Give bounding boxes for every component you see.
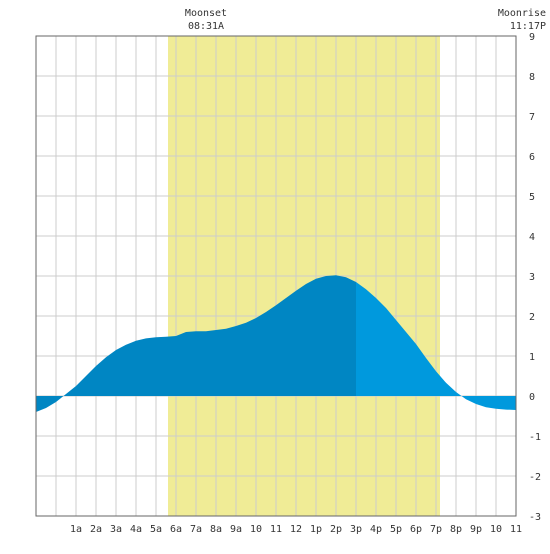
- x-tick-label: 8p: [450, 524, 462, 535]
- tide-area-rising: [36, 275, 356, 412]
- x-tick-label: 6a: [170, 524, 182, 535]
- x-tick-label: 2p: [330, 524, 342, 535]
- x-tick-label: 4a: [130, 524, 142, 535]
- plot-border: [35, 35, 517, 517]
- moon-annotations: Moonset 08:31A Moonrise 11:17P: [185, 8, 546, 32]
- x-tick-label: 9a: [230, 524, 242, 535]
- x-tick-label: 5p: [390, 524, 402, 535]
- moonrise-time: 11:17P: [510, 21, 546, 32]
- y-tick-label: 1: [529, 352, 535, 363]
- y-tick-label: 3: [529, 272, 535, 283]
- y-tick-label: -3: [529, 512, 541, 523]
- x-tick-label: 9p: [470, 524, 482, 535]
- x-tick-label: 11: [510, 524, 522, 535]
- moonrise-label: Moonrise: [498, 8, 546, 19]
- x-tick-label: 10: [250, 524, 262, 535]
- x-tick-label: 7a: [190, 524, 202, 535]
- x-tick-label: 5a: [150, 524, 162, 535]
- x-tick-label: 2a: [90, 524, 102, 535]
- x-tick-label: 11: [270, 524, 282, 535]
- x-tick-labels: 1a 2a 3a 4a 5a 6a 7a 8a 9a 10 11 12 1p 2p 3p 4p 5p 6p 7p 8p…: [70, 524, 522, 535]
- x-tick-label: 7p: [430, 524, 442, 535]
- x-tick-label: 4p: [370, 524, 382, 535]
- y-tick-label: 5: [529, 192, 535, 203]
- y-tick-label: 2: [529, 312, 535, 323]
- x-tick-label: 10: [490, 524, 502, 535]
- grid-lines: [35, 35, 517, 517]
- y-tick-label: 8: [529, 72, 535, 83]
- moonset-label: Moonset: [185, 8, 227, 19]
- y-tick-label: -2: [529, 472, 541, 483]
- x-tick-label: 12: [290, 524, 302, 535]
- y-tick-label: 9: [529, 32, 535, 43]
- tide-area-falling: [356, 282, 516, 410]
- x-tick-label: 3p: [350, 524, 362, 535]
- x-tick-label: 3a: [110, 524, 122, 535]
- x-tick-label: 1p: [310, 524, 322, 535]
- moonset-time: 08:31A: [188, 21, 224, 32]
- y-tick-labels: -3 -2 -1 0 1 2 3 4 5 6 7 8 9: [529, 32, 541, 523]
- y-tick-label: 0: [529, 392, 535, 403]
- y-tick-label: 7: [529, 112, 535, 123]
- y-tick-label: 4: [529, 232, 535, 243]
- y-tick-label: 6: [529, 152, 535, 163]
- x-tick-label: 6p: [410, 524, 422, 535]
- tide-areas: [36, 275, 516, 412]
- y-tick-label: -1: [529, 432, 541, 443]
- x-tick-label: 8a: [210, 524, 222, 535]
- x-tick-label: 1a: [70, 524, 82, 535]
